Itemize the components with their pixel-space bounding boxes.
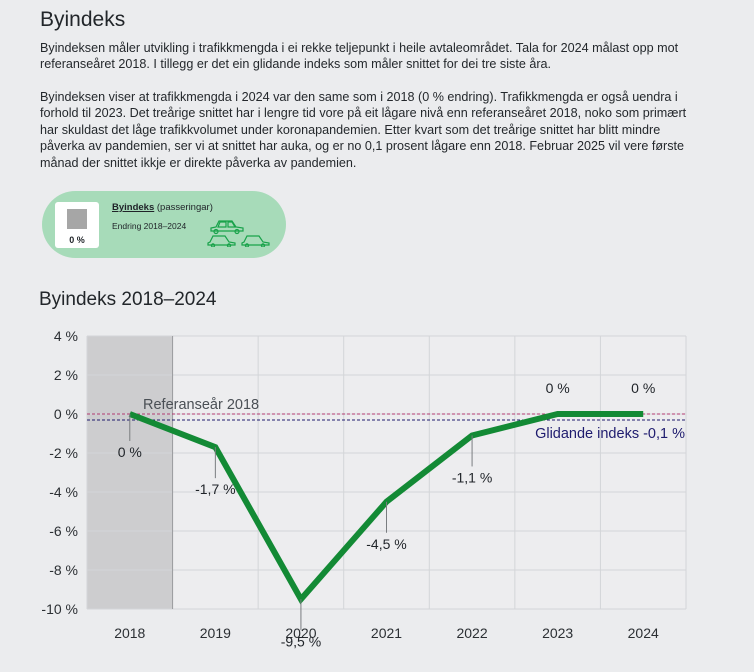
x-tick-label: 2020 xyxy=(285,625,316,641)
badge-value-box: 0 % xyxy=(55,202,99,248)
y-tick-label: -2 % xyxy=(49,445,78,461)
y-tick-label: 2 % xyxy=(54,367,78,383)
y-tick-label: 0 % xyxy=(54,406,78,422)
rolling-index-label: Glidande indeks -0,1 % xyxy=(535,426,685,442)
data-label: 0 % xyxy=(631,380,655,396)
x-tick-label: 2019 xyxy=(200,625,231,641)
x-tick-label: 2023 xyxy=(542,625,573,641)
neutral-square-icon xyxy=(67,209,87,229)
data-label: -1,7 % xyxy=(195,481,235,497)
intro-paragraph: Byindeksen måler utvikling i trafikkmeng… xyxy=(40,41,679,72)
data-label: -9,5 % xyxy=(281,633,321,649)
badge-change-label: Endring 2018–2024 xyxy=(112,221,187,231)
reference-year-shade xyxy=(87,336,173,609)
y-tick-label: -6 % xyxy=(49,523,78,539)
byindeks-badge: 0 % Byindeks (passeringar) Endring 2018–… xyxy=(42,191,286,258)
data-label: 0 % xyxy=(546,380,570,396)
plot-area xyxy=(87,336,686,609)
page-title: Byindeks xyxy=(40,8,126,31)
y-tick-label: -10 % xyxy=(41,601,78,617)
data-label: 0 % xyxy=(118,444,142,460)
x-tick-label: 2021 xyxy=(371,625,402,641)
y-tick-label: -8 % xyxy=(49,562,78,578)
x-tick-label: 2018 xyxy=(114,625,145,641)
badge-title-link[interactable]: Byindeks xyxy=(112,202,155,213)
cars-icon xyxy=(207,220,270,247)
chart-title: Byindeks 2018–2024 xyxy=(39,289,217,310)
x-tick-label: 2022 xyxy=(456,625,487,641)
reference-line-label: Referanseår 2018 xyxy=(143,397,259,413)
y-tick-label: -4 % xyxy=(49,484,78,500)
x-tick-label: 2024 xyxy=(628,625,659,641)
y-tick-label: 4 % xyxy=(54,328,78,344)
badge-title: Byindeks (passeringar) xyxy=(112,202,213,213)
summary-paragraph: Byindeksen viser at trafikkmengda i 2024… xyxy=(40,90,687,170)
badge-value: 0 % xyxy=(69,235,85,245)
data-label: -4,5 % xyxy=(366,536,406,552)
data-label: -1,1 % xyxy=(452,469,492,485)
badge-title-suffix: (passeringar) xyxy=(154,202,213,213)
